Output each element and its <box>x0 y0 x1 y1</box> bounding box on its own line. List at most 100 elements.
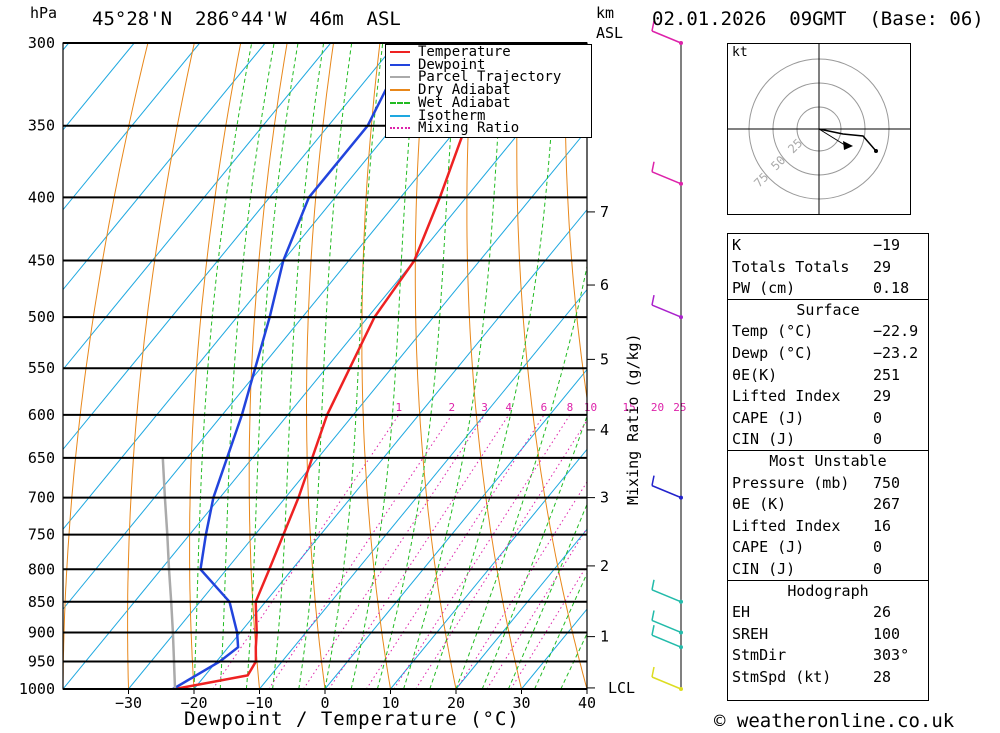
isotherm-line <box>63 43 135 131</box>
most-unstable-row: CIN (J) 0 <box>728 558 928 580</box>
index-value: 29 <box>873 257 892 276</box>
wet-adiabat-line <box>481 414 587 689</box>
km-tick-label: 2 <box>600 557 609 575</box>
most-unstable-row: θE (K) 267 <box>728 493 928 515</box>
wet-adiabat-line <box>534 572 587 689</box>
table-separator <box>728 450 928 451</box>
wind-barb-flag <box>651 475 655 486</box>
section-title: Surface <box>728 299 928 321</box>
legend-label: Dry Adiabat <box>418 82 511 99</box>
wind-barb <box>651 589 682 603</box>
mixing-ratio-label: 8 <box>567 401 574 414</box>
index-value: 303° <box>873 646 910 665</box>
legend-item: Temperature <box>390 44 511 60</box>
x-tick-label: −20 <box>180 694 207 712</box>
wind-barb-flag <box>651 625 655 636</box>
index-row: PW (cm) 0.18 <box>728 277 928 299</box>
dry-adiabat-line <box>564 43 587 402</box>
surface-row: Temp (°C) −22.9 <box>728 320 928 342</box>
dry-adiabat-line <box>189 43 242 689</box>
index-name: θE(K) <box>732 365 778 384</box>
pressure-tick-label: 350 <box>28 117 55 135</box>
asl-unit-label: ASL <box>596 24 624 42</box>
table-separator <box>728 298 928 300</box>
legend-label: Parcel Trajectory <box>418 69 562 86</box>
pressure-tick-label: 550 <box>28 359 55 377</box>
mixing-ratio-label: 15 <box>623 401 636 414</box>
index-value: −19 <box>873 236 901 254</box>
surface-row: Lifted Index 29 <box>728 385 928 407</box>
legend-label: Temperature <box>418 44 511 60</box>
most-unstable-row: CAPE (J) 0 <box>728 536 928 558</box>
index-name: Pressure (mb) <box>732 473 850 492</box>
km-tick-label: 3 <box>600 489 609 507</box>
mixing-ratio-line <box>510 564 587 689</box>
section-title-text: Hodograph <box>787 581 869 600</box>
storm-motion-arrow <box>843 141 853 150</box>
index-name: CAPE (J) <box>732 408 805 427</box>
wind-barb <box>651 171 682 185</box>
index-value: 267 <box>873 495 901 514</box>
mixing-ratio-line <box>456 481 587 689</box>
dry-adiabat-line <box>414 43 457 689</box>
indices-table: K −19 Totals Totals 29 PW (cm) 0.18 Surface Tem… <box>727 233 929 701</box>
x-tick-label: 40 <box>578 694 596 712</box>
index-name: θE (K) <box>732 495 787 514</box>
pressure-tick-label: 750 <box>28 526 55 544</box>
x-tick-label: 10 <box>381 694 399 712</box>
km-tick-label: 4 <box>600 421 609 439</box>
hodograph-unit: kt <box>732 45 748 60</box>
pressure-tick-label: 1000 <box>19 680 55 698</box>
surface-row: θE(K) 251 <box>728 364 928 386</box>
index-value: 0.18 <box>873 279 910 298</box>
index-name: Totals Totals <box>732 257 850 276</box>
isotherm-line <box>63 43 266 291</box>
wet-adiabat-line <box>507 503 587 689</box>
hpa-unit-label: hPa <box>30 4 58 22</box>
surface-row: Dewp (°C) −23.2 <box>728 342 928 364</box>
dry-adiabat-line <box>516 43 587 689</box>
mixing-ratio-label: 3 <box>481 401 488 414</box>
wind-barb-flag <box>651 610 655 621</box>
hodograph-trace <box>818 128 877 152</box>
wind-barb <box>651 619 682 634</box>
mixing-ratio-line <box>268 414 453 689</box>
km-tick-label: 7 <box>600 203 609 221</box>
plot-frame <box>62 42 588 690</box>
isotherm-line <box>455 528 587 689</box>
isotherm-line <box>63 43 397 451</box>
legend-swatch <box>390 127 410 130</box>
section-title: Most Unstable <box>728 450 928 472</box>
location-title: 45°28'N 286°44'W 46m ASL <box>92 8 401 30</box>
index-value: 0 <box>873 408 883 427</box>
wind-barb <box>651 484 682 499</box>
wind-barb <box>651 634 682 648</box>
index-value: 0 <box>873 430 883 449</box>
dry-adiabat-line <box>466 43 522 689</box>
surface-row: CAPE (J) 0 <box>728 407 928 429</box>
dry-adiabat-line <box>934 25 1000 689</box>
legend-item: Mixing Ratio <box>390 121 519 135</box>
wind-barb-flag <box>651 161 655 172</box>
index-name: Lifted Index <box>732 387 841 406</box>
wet-adiabat-line <box>272 43 325 689</box>
index-value: 0 <box>873 560 883 578</box>
legend-swatch <box>390 89 410 92</box>
wet-adiabat-line <box>219 43 275 689</box>
isotherm-line <box>63 43 463 531</box>
dewpoint-line <box>172 43 411 689</box>
pressure-tick-label: 450 <box>28 252 55 270</box>
legend-swatch <box>390 51 410 53</box>
wind-barb-flag <box>651 666 655 678</box>
isotherm-line <box>63 43 528 610</box>
dry-adiabat-line <box>305 43 335 689</box>
km-tick-label: 6 <box>600 276 609 294</box>
dry-adiabat-line <box>63 43 149 689</box>
mixing-ratio-line <box>393 414 571 689</box>
pressure-tick-label: 850 <box>28 593 55 611</box>
index-value: 251 <box>873 365 901 384</box>
mixing-ratio-line <box>328 414 510 689</box>
most-unstable-row: Lifted Index 16 <box>728 515 928 537</box>
legend-label: Dewpoint <box>418 56 486 73</box>
x-tick-label: 20 <box>447 694 465 712</box>
